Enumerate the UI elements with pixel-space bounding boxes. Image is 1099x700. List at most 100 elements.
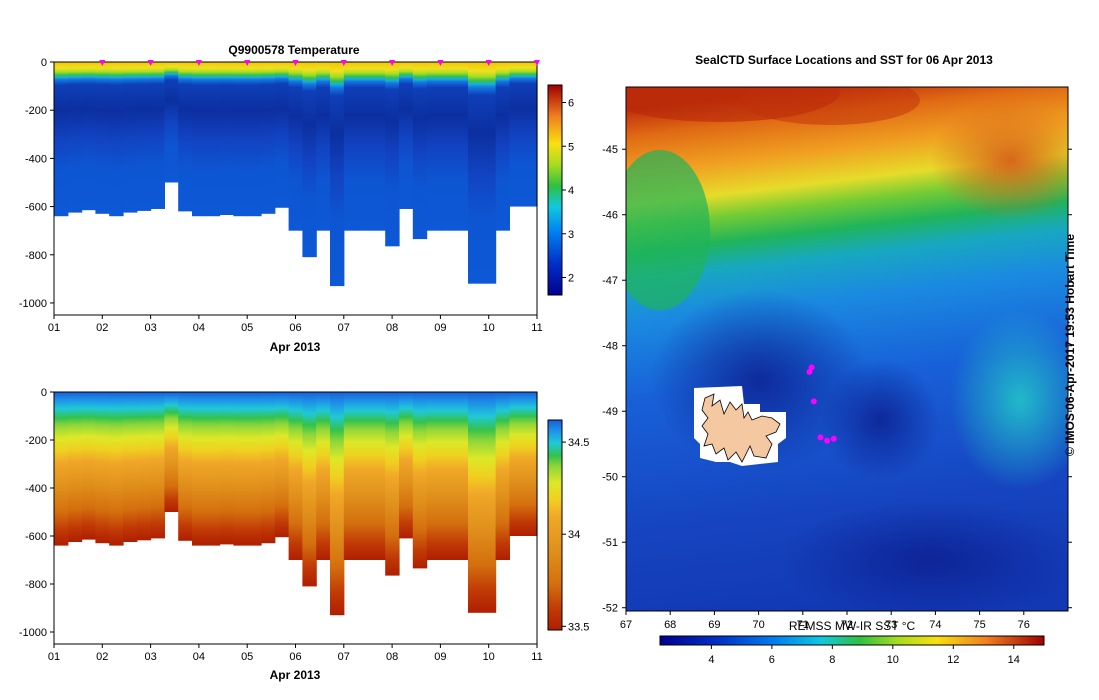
y-tick-label: -45 (602, 144, 618, 156)
map-colorbar-label: REMSS MW-IR SST °C (789, 619, 916, 633)
x-tick-label: 05 (241, 651, 253, 663)
x-tick-label: 09 (434, 651, 446, 663)
seal-position (830, 435, 837, 442)
temperature-colorbar: 2 3 4 5 6 (547, 84, 574, 296)
profile-marker (389, 60, 396, 66)
profile-column (109, 62, 124, 217)
profile-column (481, 392, 497, 613)
y-tick-label: -52 (602, 603, 618, 615)
map-colorbar-ramp (659, 635, 1045, 646)
profile-column (523, 62, 538, 207)
profile-column (343, 392, 359, 560)
seal-position (806, 368, 813, 375)
profile-column (123, 392, 138, 542)
x-tick-label: 04 (193, 651, 205, 663)
x-tick-label: 01 (48, 322, 60, 334)
seal-position (808, 364, 815, 371)
colorbar-tick-label: 6 (568, 98, 574, 110)
profile-markers (99, 60, 540, 66)
profile-column (495, 62, 510, 231)
x-tick-label: 05 (241, 322, 253, 334)
profile-column (302, 392, 317, 587)
x-tick-label: 10 (483, 322, 495, 334)
profile-marker (195, 60, 202, 66)
x-tick-label: 67 (620, 619, 632, 631)
profile-marker (244, 60, 251, 66)
x-tick-label: 02 (96, 651, 108, 663)
x-tick-label: 72 (841, 619, 853, 631)
profile-column (454, 62, 469, 231)
kerguelen-island (694, 386, 786, 466)
profile-column (178, 62, 193, 212)
salinity-fill (54, 392, 538, 616)
profile-column (233, 392, 248, 546)
profile-column (274, 392, 290, 538)
profile-column (357, 392, 372, 560)
colorbar-tick-label: 12 (947, 654, 959, 666)
profile-column (136, 62, 152, 211)
profile-column (440, 392, 455, 560)
sst-green-west (626, 150, 710, 310)
profile-column (219, 62, 234, 215)
temperature-x-axis: 01 02 03 04 05 06 07 08 09 10 11 (48, 315, 543, 334)
profile-column (164, 62, 179, 183)
profile-column (330, 392, 345, 616)
map-colorbar: 4 6 8 10 12 14 (659, 635, 1045, 666)
profile-column (468, 392, 483, 613)
colorbar-tick-label: 2 (568, 273, 574, 285)
x-tick-label: 11 (531, 651, 542, 663)
profile-marker (292, 60, 299, 66)
profile-column (247, 62, 262, 217)
colorbar-tick-label: 34.5 (568, 437, 589, 449)
x-tick-label: 73 (885, 619, 897, 631)
profile-marker (437, 60, 444, 66)
profile-column (385, 392, 400, 576)
x-tick-label: 03 (144, 322, 156, 334)
profile-column (192, 62, 207, 217)
profile-column (426, 392, 441, 560)
map-y-axis: -45 -46 -47 -48 -49 -50 -51 -52 (602, 144, 1072, 615)
profile-column (288, 392, 303, 560)
y-tick-label: -400 (25, 483, 47, 495)
y-tick-label: -49 (602, 406, 618, 418)
sst-warm-core-east (740, 87, 920, 125)
profile-column (357, 62, 372, 231)
profile-column (54, 392, 69, 546)
colorbar-tick-label: 6 (769, 654, 775, 666)
profile-column (343, 62, 359, 231)
colorbar-tick-label: 14 (1008, 654, 1020, 666)
x-tick-label: 07 (338, 651, 350, 663)
profile-column (274, 62, 290, 208)
sst-map-panel: SealCTD Surface Locations and SST for 06… (602, 53, 1072, 666)
profile-column (67, 392, 83, 542)
colorbar-tick-label: 3 (568, 229, 574, 241)
salinity-colorbar: 33.5 34 34.5 (547, 419, 589, 633)
profile-column (468, 62, 483, 284)
sst-field (626, 87, 1068, 611)
sst-warm-eddy (930, 100, 1068, 220)
colorbar-tick-label: 5 (568, 141, 574, 153)
x-tick-label: 71 (797, 619, 809, 631)
profile-column (385, 62, 400, 247)
profile-column (302, 62, 317, 258)
profile-column (440, 62, 455, 231)
colorbar-tick-label: 4 (568, 185, 574, 197)
y-tick-label: -46 (602, 210, 618, 222)
salinity-colorbar-ramp (547, 419, 563, 631)
y-tick-label: -1000 (19, 298, 47, 310)
temperature-panel: Q9900578 Temperature 0 -200 -400 -600 -800 -1… (19, 43, 574, 354)
y-tick-label: 0 (41, 57, 47, 69)
profile-column (509, 62, 524, 207)
y-tick-label: -47 (602, 275, 618, 287)
x-tick-label: 02 (96, 322, 108, 334)
temperature-title: Q9900578 Temperature (228, 43, 360, 57)
seal-position (817, 434, 824, 441)
profile-column (426, 62, 441, 231)
y-tick-label: -200 (25, 105, 47, 117)
profile-column (219, 392, 234, 545)
x-tick-label: 01 (48, 651, 60, 663)
salinity-y-axis: 0 -200 -400 -600 -800 -1000 (19, 387, 54, 639)
profile-column (123, 62, 138, 213)
y-tick-label: 0 (41, 387, 47, 399)
